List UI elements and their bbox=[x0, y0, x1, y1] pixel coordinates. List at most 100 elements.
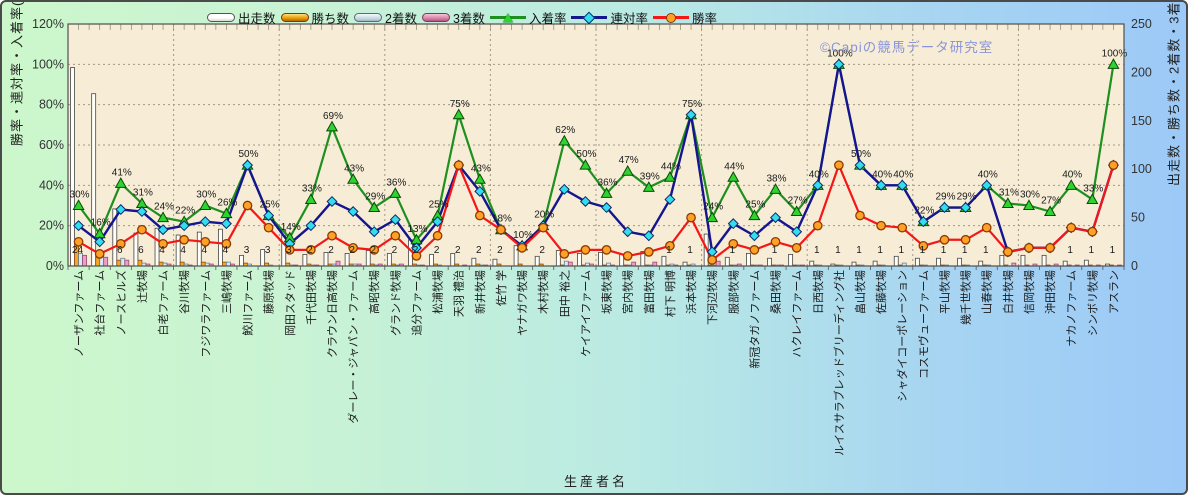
rate-data-label: 38% bbox=[767, 173, 787, 184]
rate-data-label: 40% bbox=[872, 169, 892, 180]
count-data-label: 2 bbox=[434, 245, 440, 256]
circle-marker bbox=[707, 255, 718, 265]
diamond-marker bbox=[791, 226, 803, 238]
bar-series-出走数 bbox=[70, 67, 1110, 267]
circle-marker bbox=[918, 240, 929, 251]
circle-marker bbox=[453, 160, 464, 171]
diamond-marker bbox=[220, 218, 232, 230]
rate-data-label: 50% bbox=[851, 149, 871, 160]
circle-marker bbox=[686, 212, 696, 223]
circle-marker bbox=[327, 230, 337, 241]
bar bbox=[563, 260, 569, 267]
circle-marker bbox=[876, 220, 886, 231]
triangle-marker bbox=[1065, 179, 1078, 190]
diamond-marker bbox=[727, 218, 739, 230]
rate-data-label: 29% bbox=[365, 192, 385, 203]
rate-data-label: 25% bbox=[429, 200, 449, 211]
diamond-marker bbox=[199, 216, 211, 228]
right-axis-tick-label: 0 bbox=[1131, 259, 1138, 273]
circle-marker bbox=[306, 245, 316, 255]
diamond-marker bbox=[263, 210, 275, 222]
count-data-label: 2 bbox=[349, 245, 355, 256]
bar bbox=[492, 258, 498, 267]
triangle-marker bbox=[748, 209, 761, 221]
count-data-label: 4 bbox=[223, 245, 229, 256]
rate-data-label: 22% bbox=[914, 206, 934, 217]
rate-data-label: 33% bbox=[302, 183, 322, 194]
circle-marker bbox=[812, 220, 823, 231]
bar bbox=[767, 257, 772, 267]
circle-marker bbox=[770, 236, 781, 247]
rate-data-label: 20% bbox=[534, 210, 554, 221]
bar bbox=[1041, 254, 1047, 267]
rate-data-label: 40% bbox=[893, 169, 913, 180]
circle-marker bbox=[622, 251, 633, 261]
x-axis-title: 生産者名 bbox=[563, 474, 629, 489]
bar bbox=[1062, 260, 1068, 267]
bar bbox=[120, 257, 126, 267]
rate-data-label: 16% bbox=[91, 218, 111, 229]
count-data-label: 6 bbox=[117, 245, 123, 256]
rate-data-label: 39% bbox=[640, 171, 660, 182]
circle-marker bbox=[73, 236, 84, 247]
diamond-marker bbox=[389, 214, 401, 226]
count-data-label: 4 bbox=[159, 245, 165, 256]
x-category-label: フジワラファーム bbox=[199, 270, 212, 358]
count-data-label: 2 bbox=[392, 245, 398, 256]
legend-label: 勝ち数 bbox=[311, 12, 350, 26]
circle-marker bbox=[411, 251, 422, 261]
x-category-label: 佐藤牧場 bbox=[874, 270, 888, 314]
diamond-marker bbox=[94, 236, 106, 248]
circle-marker bbox=[1024, 243, 1034, 253]
circle-marker bbox=[115, 238, 126, 249]
x-category-label: 浜本牧場 bbox=[684, 270, 698, 314]
bar bbox=[116, 259, 122, 267]
rate-data-label: 100% bbox=[827, 48, 853, 59]
triangle-marker bbox=[621, 165, 634, 176]
wins-bar-swatch-icon bbox=[280, 13, 309, 22]
circle-marker bbox=[390, 230, 401, 241]
right-axis-tick-label: 200 bbox=[1131, 65, 1152, 79]
count-data-label: 1 bbox=[687, 245, 693, 256]
rate-data-label: 30% bbox=[1020, 190, 1040, 201]
circle-marker bbox=[1066, 222, 1077, 233]
rate-data-label: 26% bbox=[217, 198, 237, 209]
circle-marker bbox=[1108, 160, 1119, 171]
triangle-marker bbox=[727, 171, 740, 182]
circle-marker bbox=[517, 243, 527, 253]
x-category-label: 谷川牧場 bbox=[177, 270, 191, 314]
count-data-label: 1 bbox=[772, 245, 778, 256]
diamond-marker bbox=[157, 224, 169, 236]
rate-data-label: 31% bbox=[133, 187, 153, 198]
rate-data-label: 41% bbox=[112, 167, 132, 178]
x-category-label: ヤナガワ牧場 bbox=[515, 270, 529, 336]
circle-marker bbox=[1002, 247, 1013, 257]
count-data-label: 1 bbox=[856, 245, 862, 256]
triangle-marker bbox=[790, 205, 803, 217]
circle-marker bbox=[665, 240, 675, 251]
markers-勝率 bbox=[73, 160, 1119, 265]
left-axis-tick-label: 120% bbox=[32, 17, 64, 31]
left-axis-tick-label: 40% bbox=[39, 178, 64, 192]
triangle-marker bbox=[1044, 205, 1057, 217]
triangle-marker bbox=[1001, 197, 1014, 208]
triangle-marker bbox=[220, 207, 233, 219]
diamond-marker bbox=[748, 230, 760, 242]
rate-data-label: 40% bbox=[809, 169, 829, 180]
rate-data-label: 18% bbox=[492, 214, 512, 225]
bar bbox=[1020, 254, 1026, 267]
count-data-label: 6 bbox=[138, 245, 144, 256]
count-data-label: 1 bbox=[920, 245, 926, 256]
legend-label: 3着数 bbox=[452, 12, 485, 26]
circle-marker bbox=[474, 210, 485, 221]
x-category-label: 平山牧場 bbox=[937, 270, 951, 314]
bar bbox=[1083, 259, 1089, 267]
diamond-marker bbox=[875, 179, 887, 191]
x-category-label: コスモヴューファーム bbox=[916, 270, 930, 379]
rate-data-label: 50% bbox=[576, 149, 596, 160]
count-data-label: 2 bbox=[413, 245, 419, 256]
rate-data-label: 44% bbox=[661, 161, 681, 172]
watermark: ©Capiの競馬データ研究室 bbox=[820, 40, 994, 55]
circle-marker bbox=[242, 200, 253, 211]
